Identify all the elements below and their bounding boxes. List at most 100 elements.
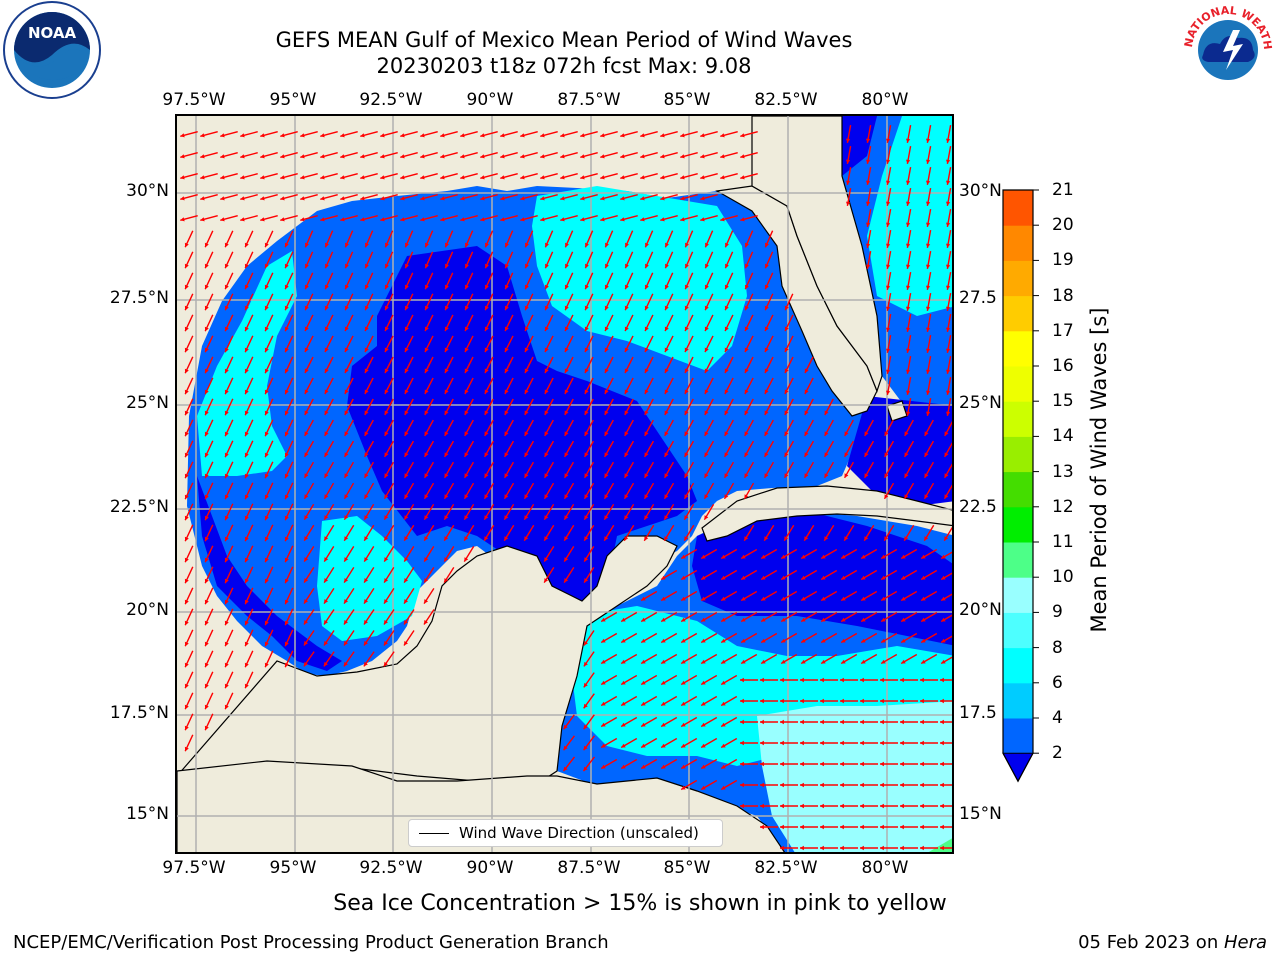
wave-direction-arrowhead — [684, 284, 689, 290]
wave-direction-arrowhead — [284, 452, 289, 458]
wave-direction-arrowhead — [944, 536, 949, 541]
wave-direction-arrowhead — [881, 554, 886, 559]
wave-direction-arrowhead — [886, 348, 891, 353]
wave-direction-arrowhead — [260, 196, 265, 201]
wave-direction-arrowhead — [780, 719, 784, 725]
wave-direction-arrowhead — [804, 410, 809, 415]
wave-direction-arrowhead — [204, 641, 209, 647]
wave-direction-arrowhead — [504, 494, 509, 499]
wave-direction-arrowhead — [304, 578, 309, 583]
sea-ice-note: Sea Ice Concentration > 15% is shown in … — [333, 891, 947, 916]
wave-direction-arrowhead — [946, 390, 951, 395]
wave-direction-arrowhead — [344, 473, 349, 478]
wave-direction-arrowhead — [424, 578, 429, 583]
wave-direction-arrowhead — [204, 683, 209, 689]
wave-direction-arrowhead — [604, 410, 609, 415]
wave-direction-arrowhead — [464, 473, 469, 478]
wave-direction-arrowhead — [940, 719, 944, 725]
wave-direction-arrowhead — [941, 659, 946, 664]
wave-direction-arrowhead — [621, 617, 626, 622]
wave-direction-arrowhead — [740, 761, 744, 767]
wave-direction-arrowhead — [204, 599, 209, 605]
wave-direction-arrowhead — [640, 196, 645, 201]
wave-direction-arrowhead — [886, 390, 891, 395]
wave-direction-arrowhead — [604, 431, 609, 436]
wave-direction-arrowhead — [584, 473, 589, 478]
wave-direction-arrowhead — [244, 641, 249, 647]
wave-direction-arrowhead — [920, 719, 924, 725]
wave-direction-arrowhead — [280, 217, 285, 222]
wave-direction-arrowhead — [344, 557, 349, 562]
wave-direction-arrowhead — [404, 410, 409, 415]
wave-direction-arrowhead — [900, 782, 904, 788]
wave-direction-arrowhead — [284, 494, 289, 500]
wave-direction-arrowhead — [640, 133, 645, 138]
wave-direction-arrowhead — [900, 719, 904, 725]
wave-direction-arrowhead — [524, 410, 529, 415]
wave-direction-arrowhead — [563, 766, 568, 772]
colorbar-tick-label: 18 — [1052, 285, 1074, 306]
wave-direction-arrowhead — [420, 133, 425, 138]
wave-direction-arrowhead — [404, 452, 409, 457]
wave-direction-arrowhead — [364, 578, 369, 583]
lon-tick-bottom: 90°W — [466, 858, 514, 878]
wave-direction-arrowhead — [304, 494, 309, 499]
wave-direction-arrowhead — [340, 154, 345, 159]
wave-direction-arrowhead — [624, 452, 629, 457]
wave-direction-arrowhead — [821, 638, 826, 643]
wave-direction-arrowhead — [464, 515, 469, 520]
wave-direction-arrowhead — [761, 575, 766, 580]
wave-direction-arrowhead — [440, 133, 445, 138]
wave-direction-arrowhead — [404, 473, 409, 478]
wave-direction-arrowhead — [184, 431, 189, 437]
wave-direction-arrowhead — [761, 659, 766, 664]
wave-direction-arrowhead — [900, 761, 904, 767]
wave-direction-arrowhead — [641, 701, 646, 706]
wave-direction-arrowhead — [484, 473, 489, 478]
wave-direction-arrowhead — [360, 133, 365, 138]
wave-direction-arrowhead — [420, 196, 425, 201]
wave-direction-arrowhead — [284, 431, 289, 437]
wave-direction-arrowhead — [701, 785, 706, 790]
wave-direction-arrowhead — [300, 196, 305, 201]
lon-tick-bottom: 95°W — [269, 858, 317, 878]
wave-direction-arrowhead — [500, 175, 505, 180]
wave-direction-arrowhead — [841, 659, 846, 664]
wave-direction-arrowhead — [524, 536, 529, 541]
wave-direction-arrowhead — [781, 596, 786, 601]
wave-direction-arrowhead — [220, 217, 225, 222]
wave-direction-arrowhead — [244, 347, 249, 353]
wave-direction-arrowhead — [524, 452, 529, 457]
wave-direction-arrowhead — [724, 305, 729, 311]
wave-direction-arrowhead — [544, 389, 549, 394]
wave-direction-arrowhead — [600, 217, 605, 222]
wave-direction-arrowhead — [941, 638, 946, 643]
lat-tick-right: 22.5 — [959, 497, 997, 517]
wave-direction-arrowhead — [940, 761, 944, 767]
wave-direction-arrowhead — [841, 554, 846, 559]
wave-direction-arrowhead — [761, 617, 766, 622]
wave-direction-arrowhead — [284, 263, 289, 269]
wave-direction-arrowhead — [524, 431, 529, 436]
wave-direction-arrowhead — [740, 154, 745, 159]
wave-direction-arrowhead — [821, 659, 826, 664]
wave-direction-arrowhead — [504, 326, 509, 332]
wave-direction-arrowhead — [640, 217, 645, 222]
wave-direction-arrowhead — [484, 494, 489, 499]
colorbar-tick-label: 16 — [1052, 356, 1074, 376]
wave-direction-arrowhead — [560, 175, 565, 180]
wave-direction-arrowhead — [946, 306, 951, 311]
colorbar-tick-label: 12 — [1052, 496, 1074, 517]
wave-direction-arrowhead — [544, 515, 549, 520]
wave-direction-arrowhead — [544, 368, 549, 373]
wave-direction-arrowhead — [664, 431, 669, 436]
wave-direction-arrowhead — [304, 641, 308, 646]
wave-direction-arrowhead — [560, 217, 565, 222]
wave-direction-arrowhead — [604, 389, 609, 394]
colorbar-tick-label: 15 — [1052, 391, 1074, 412]
colorbar-tick-label: 11 — [1052, 532, 1074, 552]
wave-direction-arrowhead — [904, 431, 909, 436]
wave-direction-arrowhead — [304, 557, 309, 562]
wave-direction-arrowhead — [345, 242, 349, 248]
wave-direction-arrowhead — [304, 536, 309, 541]
